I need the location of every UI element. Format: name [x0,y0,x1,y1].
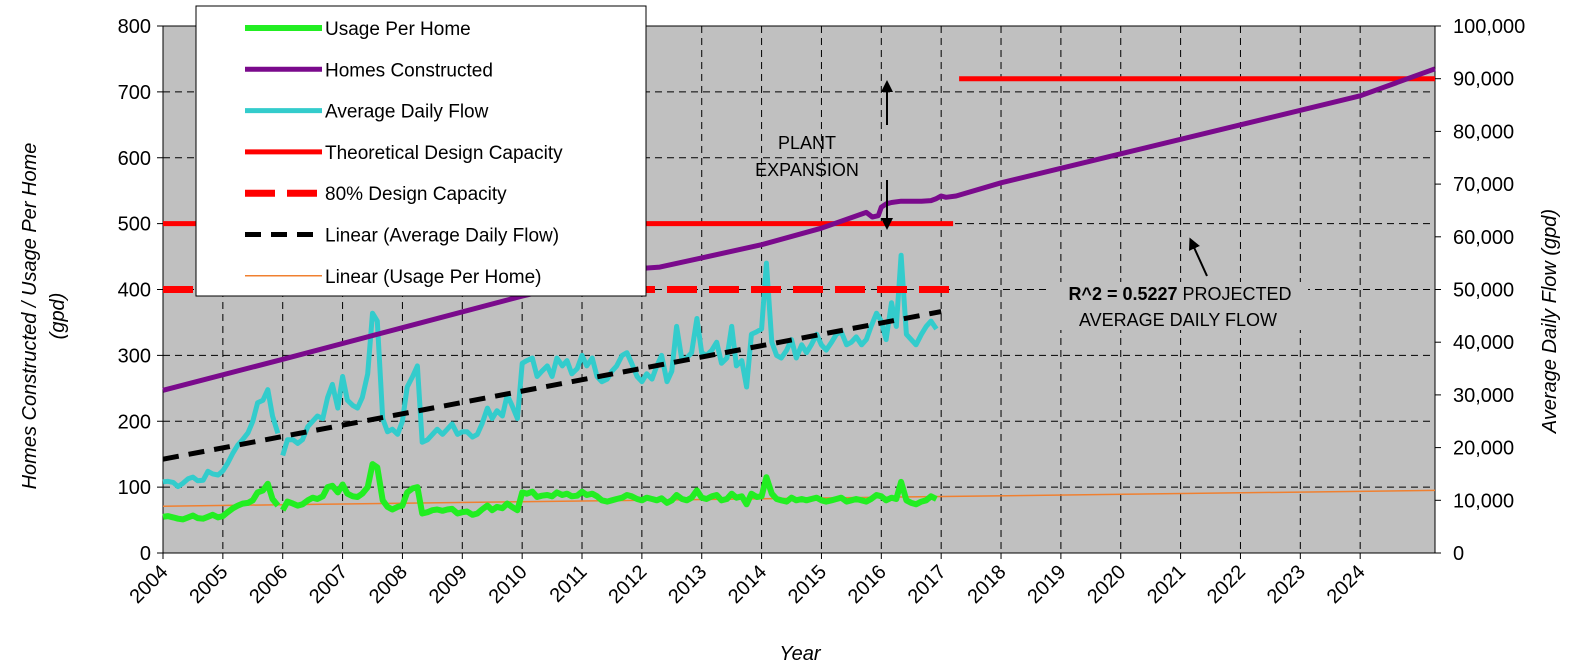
x-tick-label: 2010 [485,561,532,608]
legend-item-homes-constructed: Homes Constructed [245,60,493,81]
left-axis-title-line1: Homes Constructed / Usage Per Home [19,143,41,490]
x-tick-label: 2023 [1263,561,1310,608]
right-axis-title: Average Daily Flow (gpd) [1539,209,1561,434]
x-tick-label: 2006 [245,561,292,608]
x-tick-label: 2011 [546,561,592,607]
legend-item-80-design-capacity: 80% Design Capacity [245,184,507,205]
left-tick-label: 800 [118,16,151,38]
right-tick-label: 0 [1453,543,1464,565]
x-tick-label: 2008 [365,561,412,608]
left-axis-title: Homes Constructed / Usage Per Home (gpd) [19,143,69,490]
legend-label: Theoretical Design Capacity [325,143,563,164]
left-tick-label: 200 [118,411,151,433]
x-tick-label: 2007 [305,561,352,608]
x-tick-label: 2019 [1023,561,1070,608]
right-tick-label: 30,000 [1453,385,1514,407]
right-tick-label: 20,000 [1453,438,1514,460]
x-tick-label: 2020 [1083,561,1130,608]
left-tick-label: 500 [118,214,151,236]
legend-item-theoretical-design-capacity: Theoretical Design Capacity [245,143,563,164]
left-tick-label: 600 [118,148,151,170]
plant-expansion-line2: EXPANSION [755,160,859,180]
legend-label: 80% Design Capacity [325,184,507,205]
x-tick-label: 2024 [1323,561,1370,608]
right-tick-label: 100,000 [1453,16,1525,38]
x-tick-label: 2009 [425,561,472,608]
x-axis-tick-labels: 2004 2005 2006 2007 2008 2009 2010 2011 2012 2013… [126,553,1370,608]
right-axis-title-text: Average Daily Flow (gpd) [1539,209,1561,434]
series-linear-average-daily-flow [162,309,942,462]
r-squared-arrow [1189,237,1208,277]
left-axis-tick-labels: 0 100 200 300 400 500 600 700 800 [118,16,163,565]
legend-item-usage-per-home: Usage Per Home [245,19,471,40]
r-squared-line2: AVERAGE DAILY FLOW [1079,310,1277,330]
x-tick-label: 2013 [664,561,711,608]
legend-item-linear-usage-per-home: Linear (Usage Per Home) [245,267,541,288]
right-tick-label: 40,000 [1453,332,1514,354]
left-tick-label: 700 [118,82,151,104]
right-tick-label: 80,000 [1453,121,1514,143]
x-tick-label: 2018 [964,561,1011,608]
series-line-linear-average-daily-flow [162,309,942,462]
x-tick-label: 2022 [1203,561,1250,608]
legend-item-average-daily-flow: Average Daily Flow [245,102,489,123]
legend-label: Average Daily Flow [325,102,489,123]
series-usage-per-home [162,461,938,523]
r-squared-projected: PROJECTED [1178,284,1292,304]
r-squared-value: R^2 = 0.5227 [1068,284,1177,304]
right-axis-tick-labels: 0 10,000 20,000 30,000 40,000 50,000 60,000 70,… [1435,16,1525,565]
x-axis-title: Year [779,643,821,665]
r-squared-annotation: R^2 = 0.5227 PROJECTED AVERAGE DAILY FLO… [1050,237,1308,330]
right-tick-label: 70,000 [1453,174,1514,196]
x-tick-label: 2021 [1143,561,1190,608]
x-tick-label: 2012 [604,561,651,608]
legend-label: Linear (Average Daily Flow) [325,226,559,247]
legend-label: Usage Per Home [325,19,471,40]
x-tick-label: 2016 [844,561,891,608]
plant-expansion-annotation: PLANT EXPANSION [755,80,893,230]
legend-label: Linear (Usage Per Home) [325,267,541,288]
x-tick-label: 2017 [904,561,951,608]
right-tick-label: 60,000 [1453,227,1514,249]
plant-expansion-line1: PLANT [778,133,836,153]
left-tick-label: 400 [118,280,151,302]
left-axis-title-line2: (gpd) [47,293,69,340]
left-tick-label: 100 [118,477,151,499]
legend: Usage Per Home Homes Constructed Average D… [195,5,647,297]
right-tick-label: 90,000 [1453,69,1514,91]
legend-label: Homes Constructed [325,60,493,81]
x-tick-label: 2014 [724,561,771,608]
left-tick-label: 300 [118,345,151,367]
x-tick-label: 2004 [126,561,173,608]
legend-item-linear-average-daily-flow: Linear (Average Daily Flow) [245,226,559,247]
x-tick-label: 2015 [784,561,831,608]
r-squared-line1: R^2 = 0.5227 PROJECTED [1068,284,1291,304]
right-tick-label: 10,000 [1453,490,1514,512]
series-line-homes-constructed [162,66,1436,393]
x-tick-label: 2005 [185,561,232,608]
left-tick-label: 0 [140,543,151,565]
right-tick-label: 50,000 [1453,280,1514,302]
series-line-usage-per-home [162,480,281,523]
series-line-usage-per-home [280,461,938,518]
series-line-average-daily-flow [162,387,281,490]
series-homes-constructed [162,66,1436,393]
